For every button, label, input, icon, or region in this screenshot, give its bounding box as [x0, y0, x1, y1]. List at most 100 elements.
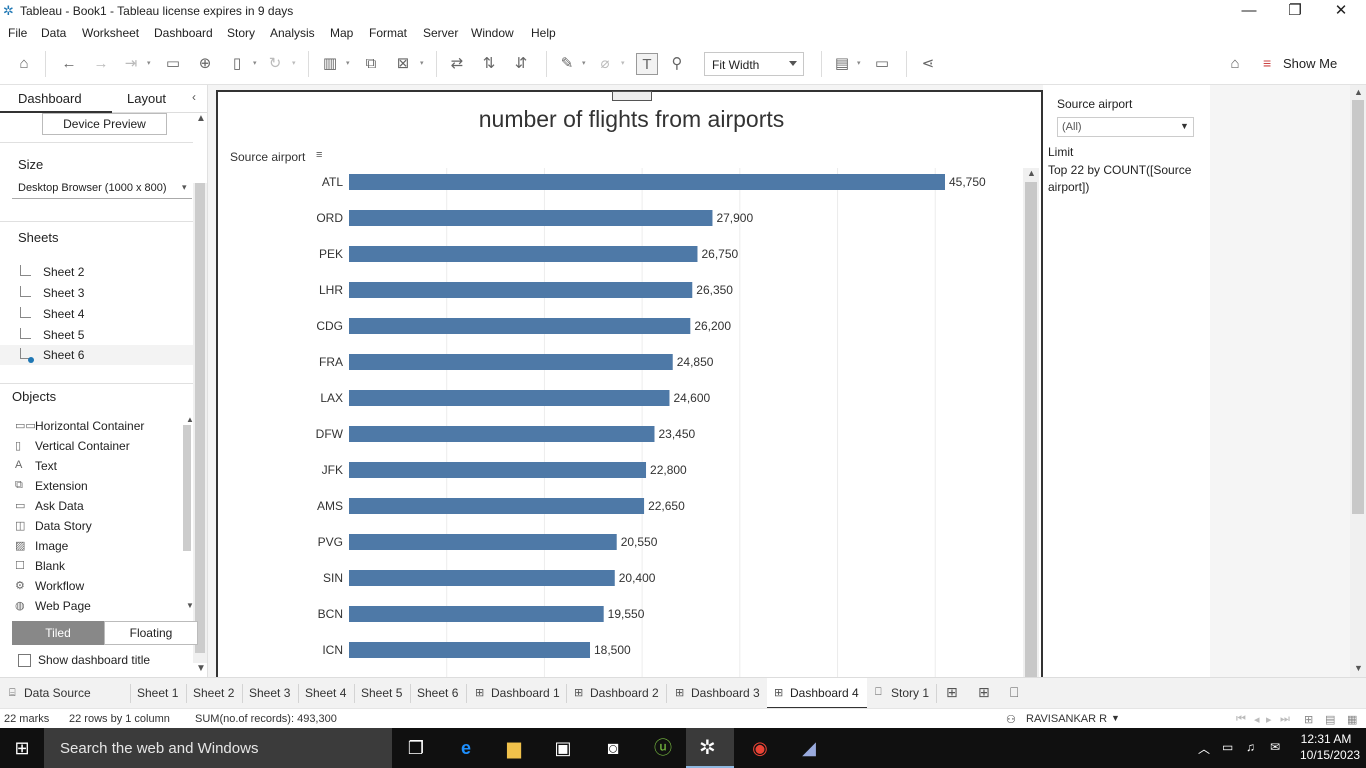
- move-handle-icon[interactable]: [612, 91, 652, 101]
- chart-scroll-up-icon[interactable]: ▲: [1027, 168, 1036, 178]
- tab-sheet-5[interactable]: Sheet 5: [361, 686, 403, 700]
- menu-window[interactable]: Window: [471, 26, 514, 40]
- category-label[interactable]: BCN: [318, 607, 343, 621]
- menu-format[interactable]: Format: [369, 26, 408, 40]
- menu-worksheet[interactable]: Worksheet: [82, 26, 140, 40]
- tab-data-source[interactable]: Data Source: [24, 686, 91, 700]
- replay-icon[interactable]: ⇥: [124, 55, 138, 72]
- status-user[interactable]: RAVISANKAR R: [1026, 713, 1108, 725]
- pause-updates-icon[interactable]: ▯: [232, 55, 242, 72]
- volume-icon[interactable]: ♫: [1246, 740, 1255, 754]
- undo-icon[interactable]: ←: [61, 55, 77, 72]
- tab-sheet-2[interactable]: Sheet 2: [193, 686, 235, 700]
- main-vertical-scrollbar[interactable]: ▲ ▼: [1350, 85, 1366, 677]
- task-view-icon[interactable]: ❐: [407, 738, 425, 758]
- tab-story-1[interactable]: Story 1: [891, 686, 930, 700]
- save-icon[interactable]: ▭: [165, 55, 181, 72]
- first-page-icon[interactable]: ⏮: [1236, 713, 1246, 725]
- group-members-icon[interactable]: ⌀: [600, 55, 610, 72]
- bar-pvg[interactable]: [349, 534, 617, 550]
- main-scrollbar-thumb[interactable]: [1352, 100, 1364, 514]
- chart-scrollbar[interactable]: ▲: [1023, 168, 1039, 678]
- object-item[interactable]: ☐ Blank: [0, 559, 180, 577]
- chrome-icon[interactable]: ◉: [752, 738, 768, 758]
- menu-help[interactable]: Help: [531, 26, 556, 40]
- bar-ord[interactable]: [349, 210, 713, 226]
- redo-icon[interactable]: →: [93, 55, 109, 72]
- refresh-dropdown-icon[interactable]: ▾: [292, 60, 296, 67]
- collapse-icon[interactable]: ‹: [192, 90, 196, 104]
- sheet-item[interactable]: Sheet 5: [0, 326, 193, 346]
- bar-sin[interactable]: [349, 570, 615, 586]
- bar-fra[interactable]: [349, 354, 673, 370]
- fit-width-select[interactable]: Fit Width: [704, 52, 804, 76]
- sort-icon[interactable]: ≡: [316, 149, 323, 161]
- last-page-icon[interactable]: ⏭: [1280, 713, 1290, 725]
- show-title-checkbox[interactable]: [18, 654, 31, 667]
- clear-dropdown-icon[interactable]: ▾: [420, 60, 424, 67]
- axis-header-source-airport[interactable]: Source airport: [230, 150, 306, 164]
- menu-data[interactable]: Data: [41, 26, 67, 40]
- sheet-item[interactable]: Sheet 3: [0, 284, 193, 304]
- bar-icn[interactable]: [349, 642, 591, 658]
- size-select[interactable]: Desktop Browser (1000 x 800): [18, 182, 167, 194]
- tab-sheet-6[interactable]: Sheet 6: [417, 686, 459, 700]
- group-dropdown-icon[interactable]: ▾: [621, 60, 625, 67]
- new-worksheet-tab-icon[interactable]: ⊞: [946, 684, 958, 700]
- object-item[interactable]: ▯ Vertical Container: [0, 439, 180, 457]
- category-label[interactable]: DFW: [316, 427, 344, 441]
- sheet-item[interactable]: Sheet 2: [0, 263, 193, 283]
- menu-dashboard[interactable]: Dashboard: [154, 26, 213, 40]
- object-item[interactable]: ▨ Image: [0, 539, 180, 557]
- swap-rows-columns-icon[interactable]: ⇄: [450, 55, 464, 72]
- bar-jfk[interactable]: [349, 462, 647, 478]
- object-item[interactable]: ◍ Web Page: [0, 599, 180, 617]
- category-label[interactable]: AMS: [317, 499, 343, 513]
- object-item[interactable]: ◫ Data Story: [0, 519, 180, 537]
- category-label[interactable]: CDG: [316, 319, 343, 333]
- tab-layout[interactable]: Layout ‹: [112, 85, 207, 113]
- category-label[interactable]: ATL: [322, 175, 343, 189]
- category-label[interactable]: LHR: [319, 283, 343, 297]
- objects-scroll-down-icon[interactable]: ▼: [186, 601, 194, 610]
- format-painter-icon[interactable]: ⌂: [1230, 55, 1240, 72]
- store-icon[interactable]: ▣: [554, 738, 572, 758]
- app-icon[interactable]: ◢: [802, 738, 816, 758]
- fix-axes-icon[interactable]: ⚲: [671, 55, 683, 72]
- replay-dropdown-icon[interactable]: ▾: [147, 60, 151, 67]
- left-scrollbar-thumb[interactable]: [195, 183, 205, 653]
- device-preview-button[interactable]: Device Preview: [42, 113, 167, 135]
- tiled-button[interactable]: Tiled: [12, 621, 104, 645]
- category-label[interactable]: PEK: [319, 247, 343, 261]
- bar-dfw[interactable]: [349, 426, 655, 442]
- new-worksheet-dropdown-icon[interactable]: ▾: [346, 60, 350, 67]
- presentation-options-icon[interactable]: ▤: [834, 55, 850, 72]
- tab-sheet-4[interactable]: Sheet 4: [305, 686, 347, 700]
- tab-dashboard[interactable]: Dashboard: [0, 85, 112, 113]
- bar-bcn[interactable]: [349, 606, 604, 622]
- category-label[interactable]: LAX: [320, 391, 343, 405]
- prev-page-icon[interactable]: ◂: [1254, 714, 1260, 726]
- new-story-tab-icon[interactable]: ⎕: [1010, 684, 1019, 700]
- next-page-icon[interactable]: ▸: [1266, 714, 1272, 726]
- scroll-down-icon[interactable]: ▼: [196, 663, 206, 674]
- file-explorer-icon[interactable]: ▆: [507, 738, 521, 758]
- tab-dashboard-4-active[interactable]: ⊞ Dashboard 4: [767, 678, 867, 709]
- sort-descending-icon[interactable]: ⇵: [514, 55, 528, 72]
- tableau-taskbar-button[interactable]: ✲: [686, 728, 734, 768]
- object-item[interactable]: ▭ Ask Data: [0, 499, 180, 517]
- object-item[interactable]: ⚙ Workflow: [0, 579, 180, 597]
- share-icon[interactable]: ⋖: [921, 55, 935, 72]
- windows-start-icon[interactable]: ⊞: [14, 738, 30, 758]
- menu-story[interactable]: Story: [227, 26, 256, 40]
- maximize-button[interactable]: ❐: [1288, 2, 1302, 19]
- bar-lhr[interactable]: [349, 282, 693, 298]
- tab-dashboard-3[interactable]: Dashboard 3: [691, 686, 760, 700]
- objects-scroll-up-icon[interactable]: ▲: [186, 415, 194, 424]
- dashboard-sheet[interactable]: number of flights from airports Source a…: [216, 90, 1043, 678]
- tab-sheet-3[interactable]: Sheet 3: [249, 686, 291, 700]
- tab-dashboard-1[interactable]: Dashboard 1: [491, 686, 560, 700]
- category-label[interactable]: ORD: [316, 211, 343, 225]
- refresh-icon[interactable]: ↻: [268, 55, 282, 72]
- clear-sheet-icon[interactable]: ⊠: [396, 55, 410, 72]
